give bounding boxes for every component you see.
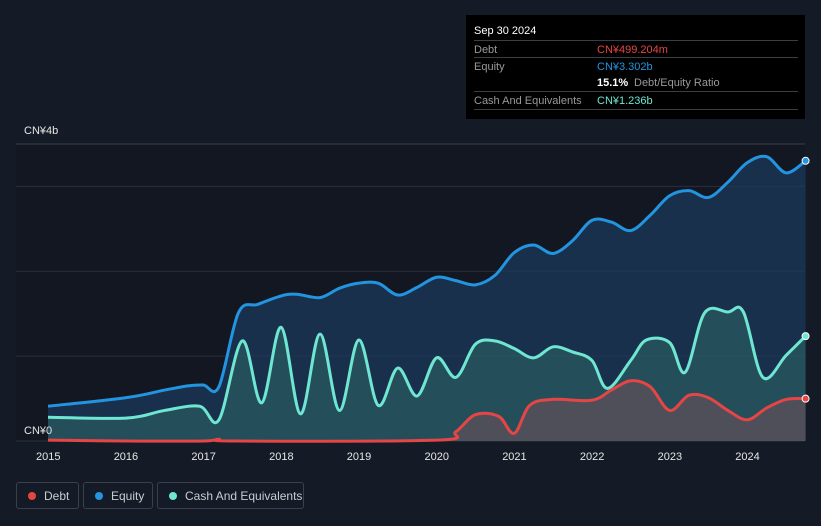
debt-area bbox=[48, 380, 806, 442]
debt-dot-icon bbox=[28, 492, 36, 500]
tooltip-cash-value: CN¥1.236b bbox=[597, 95, 653, 107]
x-tick-label: 2023 bbox=[657, 451, 683, 463]
x-tick-label: 2020 bbox=[424, 451, 449, 463]
equity-end-point bbox=[801, 156, 810, 165]
legend-cash-label: Cash And Equivalents bbox=[185, 489, 303, 503]
x-tick-label: 2024 bbox=[735, 451, 760, 463]
legend-equity[interactable]: Equity bbox=[83, 482, 153, 509]
cash-end-point bbox=[801, 332, 810, 341]
legend-cash[interactable]: Cash And Equivalents bbox=[157, 482, 304, 509]
x-tick-label: 2019 bbox=[346, 451, 372, 463]
x-tick-label: 2017 bbox=[191, 451, 216, 463]
tooltip-debt-label: Debt bbox=[474, 44, 498, 56]
tooltip-equity-value: CN¥3.302b bbox=[597, 61, 653, 73]
legend-equity-label: Equity bbox=[111, 489, 145, 503]
tooltip: Sep 30 2024 Debt CN¥499.204m Equity CN¥3.3… bbox=[466, 15, 805, 119]
legend-debt-label: Debt bbox=[44, 489, 70, 503]
tooltip-date: Sep 30 2024 bbox=[474, 25, 537, 37]
tooltip-equity-label: Equity bbox=[474, 61, 505, 73]
tooltip-debt-value: CN¥499.204m bbox=[597, 44, 668, 56]
debt-line bbox=[47, 379, 806, 443]
y-axis-zero-label: CN¥0 bbox=[24, 425, 53, 437]
debt-end-point bbox=[801, 394, 810, 403]
tooltip-cash-label: Cash And Equivalents bbox=[474, 95, 582, 107]
x-tick-label: 2021 bbox=[502, 451, 527, 463]
equity-dot-icon bbox=[95, 492, 103, 500]
cash-line bbox=[47, 305, 807, 424]
y-axis-top-label: CN¥4b bbox=[24, 125, 59, 137]
tooltip-ratio-label: Debt/Equity Ratio bbox=[634, 77, 720, 89]
x-tick-label: 2018 bbox=[269, 451, 294, 463]
equity-line bbox=[47, 154, 807, 408]
legend-debt[interactable]: Debt bbox=[16, 482, 79, 509]
x-tick-label: 2016 bbox=[113, 451, 139, 463]
tooltip-ratio-value: 15.1% bbox=[597, 77, 629, 89]
x-tick-label: 2015 bbox=[36, 451, 61, 463]
x-tick-label: 2022 bbox=[579, 451, 605, 463]
cash-dot-icon bbox=[169, 492, 177, 500]
